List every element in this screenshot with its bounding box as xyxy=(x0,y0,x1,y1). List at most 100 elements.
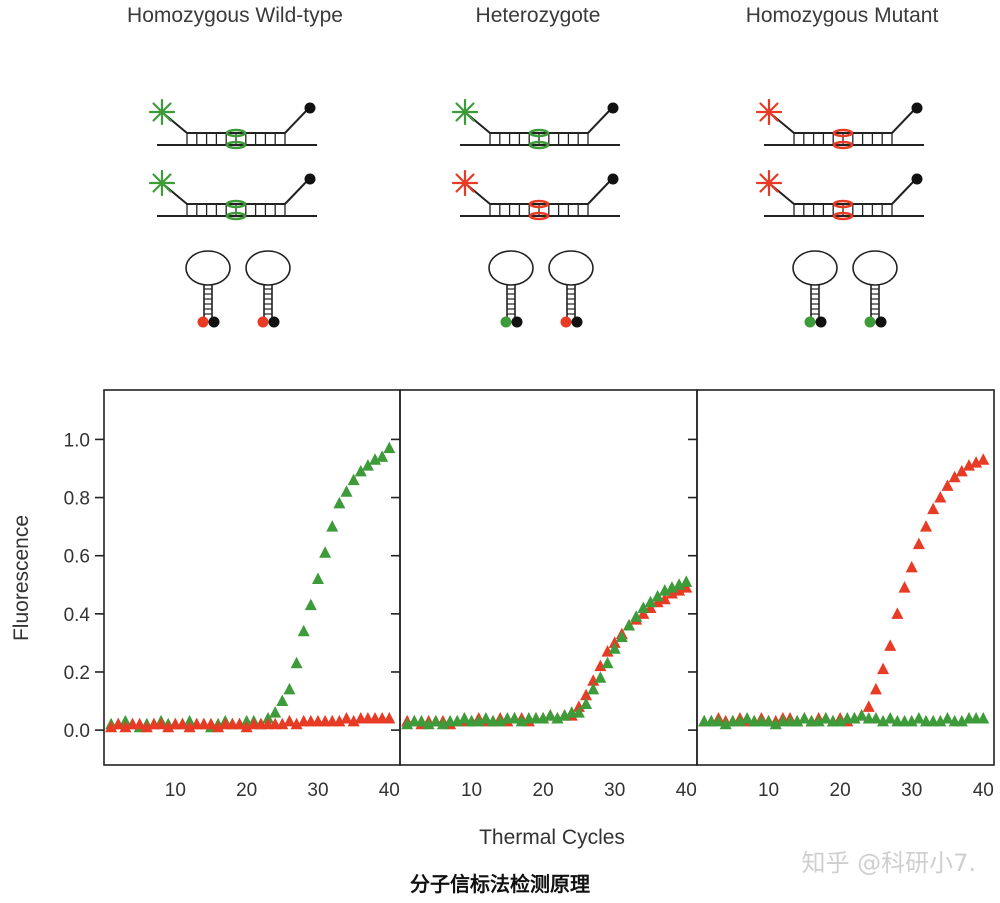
data-point xyxy=(347,473,360,486)
x-tick-label: 30 xyxy=(901,780,922,801)
data-point xyxy=(741,711,754,724)
allele-mark xyxy=(225,199,247,209)
data-point xyxy=(594,671,607,683)
data-point xyxy=(798,711,811,724)
data-series xyxy=(698,453,990,727)
data-point xyxy=(791,714,804,727)
quencher-dot xyxy=(208,316,220,328)
data-series xyxy=(105,441,396,733)
fluorophore-star-icon xyxy=(755,169,783,197)
y-tick-label: 0.6 xyxy=(64,547,90,568)
data-point xyxy=(898,581,911,593)
data-point xyxy=(319,546,332,558)
data-point xyxy=(941,479,954,491)
watermark: 知乎 @科研小7. xyxy=(801,849,976,877)
data-point xyxy=(326,520,339,532)
genotype-diagram: Homozygous Wild-type xyxy=(127,4,343,328)
data-point xyxy=(183,714,196,727)
data-point xyxy=(962,459,975,471)
data-point xyxy=(401,717,414,730)
allele-mark xyxy=(528,140,550,150)
data-point xyxy=(819,711,832,724)
data-point xyxy=(869,711,882,724)
x-tick-label: 10 xyxy=(461,780,482,801)
hybridized-probe xyxy=(148,98,317,150)
data-point xyxy=(848,711,861,724)
data-point xyxy=(905,560,918,573)
chart-panel: 10 20 30 40 xyxy=(688,389,995,801)
data-point xyxy=(537,711,550,724)
data-point xyxy=(608,642,621,654)
x-tick-label: 30 xyxy=(604,780,625,801)
hybridized-probe xyxy=(148,169,317,221)
diagram-title: Homozygous Wild-type xyxy=(127,4,343,27)
diagram-title: Heterozygote xyxy=(476,4,601,27)
free-beacon xyxy=(852,250,898,328)
data-point xyxy=(658,592,671,605)
data-point xyxy=(680,581,693,593)
quencher-dot xyxy=(815,316,827,328)
data-point xyxy=(304,598,317,611)
data-point xyxy=(383,711,396,724)
data-point xyxy=(905,714,918,727)
allele-mark xyxy=(528,211,550,221)
data-point xyxy=(262,711,275,724)
data-point xyxy=(955,464,968,477)
data-point xyxy=(472,714,485,727)
data-point xyxy=(587,674,600,686)
data-point xyxy=(283,682,296,695)
diagram-title: Homozygous Mutant xyxy=(746,4,939,27)
genotype-diagram: Heterozygote xyxy=(451,4,620,328)
fluorophore-star-icon xyxy=(451,169,479,197)
data-point xyxy=(587,682,600,695)
data-point xyxy=(970,456,983,468)
allele-mark xyxy=(225,128,247,138)
quencher-dot xyxy=(911,173,923,185)
data-point xyxy=(580,697,593,709)
data-point xyxy=(948,470,961,483)
data-point xyxy=(105,720,118,733)
x-tick-label: 30 xyxy=(307,780,328,801)
data-point xyxy=(494,714,507,727)
data-point xyxy=(941,711,954,724)
fluorophore-star-icon xyxy=(148,98,176,126)
data-point xyxy=(515,714,528,727)
data-point xyxy=(479,711,492,724)
data-point xyxy=(176,717,189,730)
data-point xyxy=(680,575,693,587)
figure-caption: 分子信标法检测原理 xyxy=(410,872,590,896)
fluorophore-star-icon xyxy=(451,98,479,126)
data-point xyxy=(369,453,382,465)
fluorophore-dot xyxy=(804,316,816,328)
data-point xyxy=(712,714,725,727)
x-tick-label: 40 xyxy=(973,780,994,801)
data-point xyxy=(340,711,353,724)
data-point xyxy=(333,496,346,509)
quencher-dot xyxy=(607,102,619,114)
quencher-dot xyxy=(304,102,316,114)
data-point xyxy=(927,502,940,515)
data-point xyxy=(551,711,564,724)
data-point xyxy=(422,717,435,730)
data-point xyxy=(623,618,636,631)
y-axis-label: Fluorescence xyxy=(10,515,33,641)
quencher-dot xyxy=(911,102,923,114)
data-series xyxy=(105,711,396,733)
allele-mark xyxy=(528,128,550,138)
data-point xyxy=(719,717,732,730)
quencher-dot xyxy=(607,173,619,185)
data-point xyxy=(283,714,296,727)
x-tick-label: 10 xyxy=(758,780,779,801)
fluorophore-star-icon xyxy=(148,169,176,197)
data-point xyxy=(884,711,897,724)
free-beacon xyxy=(792,250,838,328)
data-point xyxy=(637,607,650,619)
data-point xyxy=(383,441,396,454)
data-point xyxy=(891,607,904,619)
data-point xyxy=(665,586,678,599)
plot-frame xyxy=(399,389,698,766)
data-point xyxy=(934,491,947,503)
data-point xyxy=(594,659,607,672)
allele-mark xyxy=(528,199,550,209)
